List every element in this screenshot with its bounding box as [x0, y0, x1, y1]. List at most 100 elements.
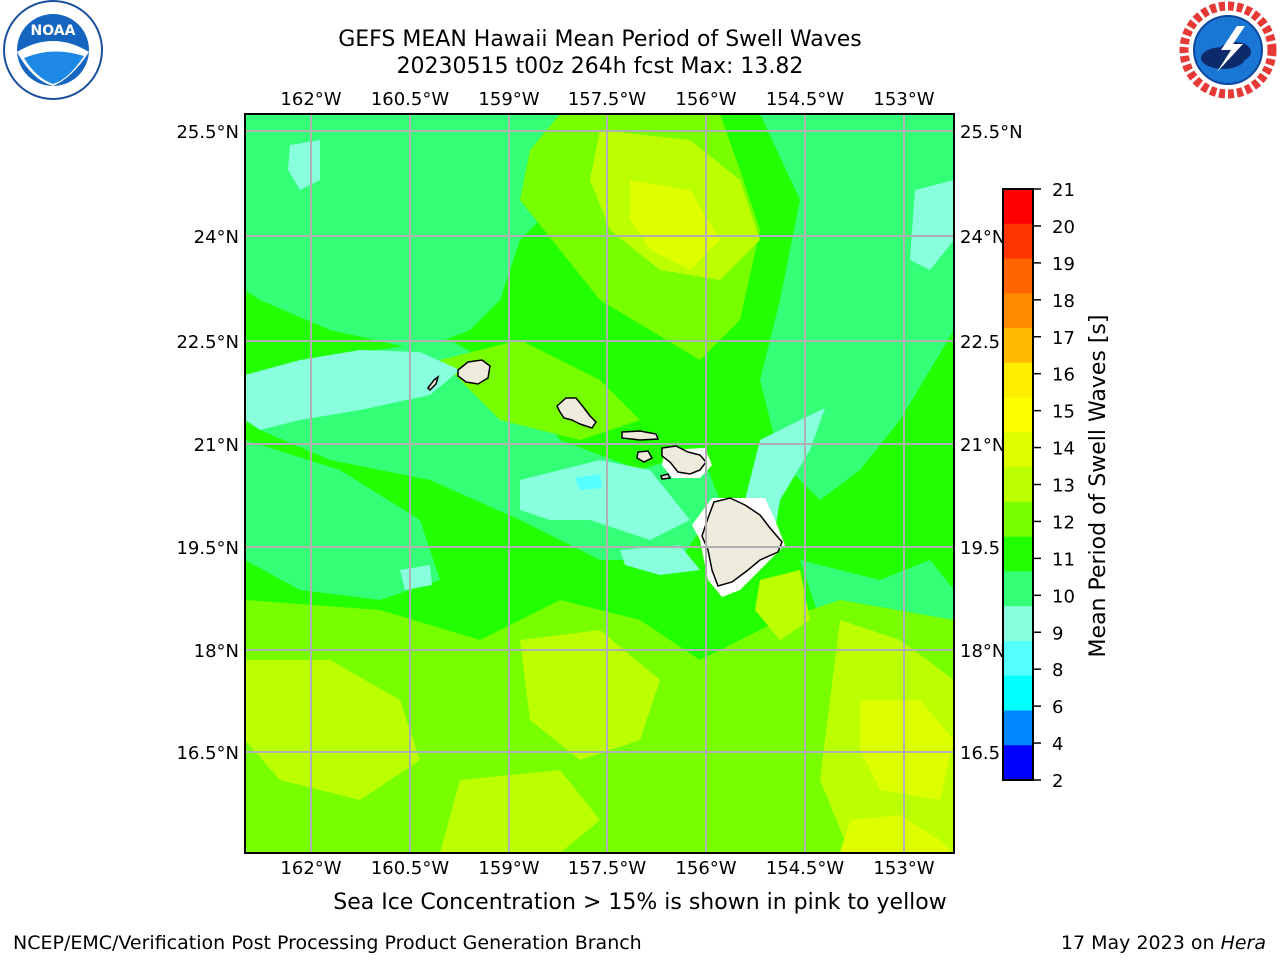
- colorbar-tick-label: 10: [1052, 586, 1075, 607]
- contour-9-10-south: [400, 565, 432, 590]
- colorbar-segment: [1003, 397, 1033, 433]
- contour-13-14-southwest: [245, 660, 420, 800]
- colorbar-tick-label: 13: [1052, 476, 1075, 497]
- lon-tick-top: 153°W: [873, 89, 934, 110]
- graticule: [245, 114, 954, 853]
- swell-period-field: [245, 114, 954, 853]
- contour-13-14-south: [520, 630, 660, 760]
- map-frame: [244, 113, 955, 854]
- contour-14-15-southeast: [860, 700, 954, 800]
- colorbar-segment: [1003, 189, 1033, 225]
- island-oahu: [556, 397, 597, 429]
- lon-tick-bottom: 154.5°W: [766, 858, 845, 879]
- colorbar-label: Mean Period of Swell Waves [s]: [1086, 315, 1111, 658]
- colorbar-tick-label: 19: [1052, 254, 1075, 275]
- colorbar-segment: [1003, 501, 1033, 538]
- contour-8-9-spot: [575, 474, 602, 490]
- lon-tick-top: 156°W: [675, 89, 736, 110]
- colorbar-tick-label: 12: [1052, 512, 1075, 533]
- lon-tick-bottom: 157.5°W: [568, 858, 647, 879]
- colorbar-ticks: 21 20 19 18 17 16 15 14 13 12 11 10 9 8 6 4 2: [1033, 180, 1075, 792]
- colorbar-tick-label: 14: [1052, 439, 1075, 460]
- lat-tick-left: 21°N: [194, 435, 239, 456]
- lon-tick-bottom: 160.5°W: [371, 858, 450, 879]
- colorbar-tick-label: 21: [1052, 180, 1075, 201]
- lon-ticks-top: 162°W 160.5°W 159°W 157.5°W 156°W 154.5°…: [280, 89, 934, 110]
- colorbar-tick-label: 9: [1052, 623, 1063, 644]
- island-molokai: [621, 430, 660, 441]
- forecast-subtitle: 20230515 t00z 264h fcst Max: 13.82: [396, 54, 804, 79]
- lon-tick-bottom: 162°W: [280, 858, 341, 879]
- colorbar-segment: [1003, 675, 1033, 711]
- lat-tick-left: 18°N: [194, 641, 239, 662]
- contour-10-11-east: [760, 114, 954, 500]
- colorbar-segment: [1003, 467, 1033, 503]
- colorbar-tick-label: 17: [1052, 328, 1075, 349]
- lat-tick-left: 25.5°N: [176, 122, 239, 143]
- lat-ticks-left: 25.5°N 24°N 22.5°N 21°N 19.5°N 18°N 16.5…: [176, 122, 239, 764]
- lon-tick-top: 162°W: [280, 89, 341, 110]
- colorbar-segment: [1003, 293, 1033, 329]
- colorbar-tick-label: 6: [1052, 697, 1063, 718]
- island-kahoolawe: [660, 473, 672, 480]
- lon-tick-top: 159°W: [478, 89, 539, 110]
- colorbar: [1003, 189, 1033, 781]
- lon-tick-top: 157.5°W: [568, 89, 647, 110]
- contour-9-10-northeast: [910, 180, 954, 270]
- island-niihau: [427, 375, 440, 392]
- lat-tick-left: 19.5°N: [176, 538, 239, 559]
- contour-9-10-channel: [520, 460, 690, 540]
- lon-tick-bottom: 153°W: [873, 858, 934, 879]
- colorbar-tick-label: 15: [1052, 402, 1075, 423]
- lat-tick-right: 19.5: [960, 538, 1000, 559]
- colorbar-segment: [1003, 258, 1033, 294]
- colorbar-segment: [1003, 432, 1033, 468]
- national-weather-service-logo-icon: [1179, 1, 1277, 99]
- lon-tick-bottom: 159°W: [478, 858, 539, 879]
- footer-machine: Hera: [1220, 932, 1266, 954]
- lat-tick-right: 22.5: [960, 332, 1000, 353]
- colorbar-frame: [1002, 188, 1034, 781]
- colorbar-tick-label: 8: [1052, 660, 1063, 681]
- contour-9-10-west: [245, 350, 460, 430]
- colorbar-tick-label: 11: [1052, 549, 1075, 570]
- contour-14-15-north: [630, 180, 720, 270]
- lat-tick-right: 18°N: [960, 641, 1005, 662]
- sea-ice-note: Sea Ice Concentration > 15% is shown in …: [333, 890, 947, 915]
- contour-10-11-north: [245, 114, 600, 350]
- colorbar-segment: [1003, 640, 1033, 677]
- colorbar-tick-label: 16: [1052, 365, 1075, 386]
- island-maui: [661, 445, 707, 475]
- contour-10-11-west: [245, 440, 440, 600]
- lat-tick-left: 22.5°N: [176, 332, 239, 353]
- lon-tick-bottom: 156°W: [675, 858, 736, 879]
- colorbar-segment: [1003, 362, 1033, 399]
- contour-9-10-small: [620, 545, 700, 575]
- colorbar-tick-label: 20: [1052, 217, 1075, 238]
- contour-14-15-south: [840, 815, 954, 853]
- colorbar-tick-label: 18: [1052, 291, 1075, 312]
- lon-ticks-bottom: 162°W 160.5°W 159°W 157.5°W 156°W 154.5°…: [280, 858, 934, 879]
- lat-tick-left: 16.5°N: [176, 743, 239, 764]
- colorbar-tick-label: 4: [1052, 734, 1063, 755]
- colorbar-segment: [1003, 606, 1033, 642]
- chart-title: GEFS MEAN Hawaii Mean Period of Swell Wa…: [338, 27, 862, 52]
- colorbar-segment: [1003, 223, 1033, 260]
- lat-tick-right: 24°N: [960, 227, 1005, 248]
- lat-tick-right: 16.5: [960, 743, 1000, 764]
- lat-tick-left: 24°N: [194, 227, 239, 248]
- colorbar-segment: [1003, 745, 1033, 781]
- noaa-logo-icon: NOAA: [3, 0, 103, 100]
- island-kauai: [457, 359, 491, 385]
- lon-tick-top: 154.5°W: [766, 89, 845, 110]
- colorbar-segment: [1003, 328, 1033, 364]
- footer-branch: NCEP/EMC/Verification Post Processing Pr…: [13, 932, 642, 954]
- island-lanai: [636, 450, 654, 463]
- lon-tick-top: 160.5°W: [371, 89, 450, 110]
- colorbar-segment: [1003, 536, 1033, 572]
- lat-tick-right: 25.5°N: [960, 122, 1023, 143]
- lat-ticks-right: 25.5°N 24°N 22.5 21°N 19.5 18°N 16.5: [960, 122, 1023, 764]
- colorbar-segment: [1003, 710, 1033, 746]
- colorbar-tick-label: 2: [1052, 771, 1063, 792]
